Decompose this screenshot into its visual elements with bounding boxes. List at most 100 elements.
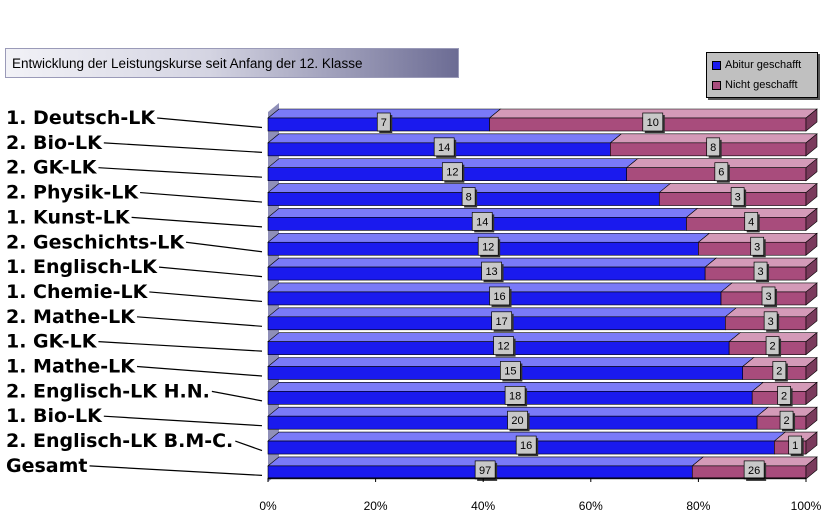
legend-item-nicht: Nicht geschafft bbox=[712, 79, 798, 91]
category-label: 1. Mathe-LK bbox=[6, 356, 136, 378]
value-label-nicht-box bbox=[788, 435, 803, 455]
value-label-nicht-box bbox=[730, 187, 745, 206]
value-label-abitur-box bbox=[481, 261, 502, 281]
bar-end-nicht bbox=[805, 108, 818, 132]
value-label-nicht: 2 bbox=[770, 341, 776, 353]
value-label-nicht: 1 bbox=[792, 440, 798, 452]
leader-line bbox=[136, 365, 263, 377]
chart-title-box: Entwicklung der Leistungskurse seit Anfa… bbox=[5, 48, 459, 78]
value-label-nicht: 3 bbox=[758, 266, 764, 278]
x-tick-label: 100% bbox=[791, 499, 822, 513]
bar-end-nicht bbox=[805, 307, 818, 331]
category-label: 2. Mathe-LK bbox=[6, 306, 136, 328]
value-label-abitur: 7 bbox=[381, 117, 387, 129]
x-tick-label: 20% bbox=[364, 499, 388, 513]
value-label-abitur-box bbox=[515, 435, 537, 455]
bar-end-nicht bbox=[805, 381, 818, 405]
value-label-abitur: 8 bbox=[466, 192, 472, 204]
x-tick-label: 0% bbox=[259, 499, 277, 513]
value-label-abitur: 14 bbox=[476, 216, 488, 228]
leader-line bbox=[185, 241, 263, 253]
bar-row: 8 3 2. Physik-LK bbox=[6, 182, 818, 208]
leader-line bbox=[103, 142, 263, 153]
legend-label-abitur: Abitur geschafft bbox=[725, 59, 802, 71]
bar-end-nicht bbox=[805, 356, 818, 381]
bar-row: 18 2 2. Englisch-LK H.N. bbox=[6, 380, 818, 407]
bar-row: 16 3 1. Chemie-LK bbox=[6, 281, 818, 307]
bar-row: 12 6 2. GK-LK bbox=[6, 157, 818, 183]
bar-end-nicht bbox=[805, 232, 818, 256]
bar-row: 20 2 1. Bio-LK bbox=[6, 405, 818, 432]
category-label: 1. Kunst-LK bbox=[6, 206, 131, 228]
bar-row: 17 3 2. Mathe-LK bbox=[6, 306, 818, 332]
legend-swatch-nicht bbox=[712, 80, 721, 90]
category-label: 1. Bio-LK bbox=[6, 405, 103, 427]
leader-line bbox=[103, 415, 263, 427]
value-label-abitur-box bbox=[376, 112, 391, 132]
value-label-nicht-box bbox=[750, 236, 765, 256]
leader-line bbox=[149, 291, 263, 303]
bar-end-nicht bbox=[805, 182, 818, 207]
category-label: 1. Deutsch-LK bbox=[6, 107, 156, 129]
bar-end-nicht bbox=[805, 431, 818, 455]
x-tick-label: 60% bbox=[579, 499, 603, 513]
category-label: 2. Englisch-LK B.M-C. bbox=[6, 430, 233, 452]
value-label-nicht-box bbox=[763, 311, 778, 331]
value-label-nicht: 6 bbox=[718, 167, 724, 179]
value-label-nicht: 2 bbox=[781, 390, 787, 402]
bar-row: 14 4 1. Kunst-LK bbox=[6, 206, 818, 233]
bar-row: 7 10 1. Deutsch-LK bbox=[6, 107, 818, 133]
value-label-nicht-box bbox=[761, 286, 776, 306]
value-label-nicht-box bbox=[765, 336, 780, 355]
value-label-abitur-box bbox=[433, 137, 455, 157]
value-label-nicht-box bbox=[744, 212, 759, 231]
category-label: 1. Englisch-LK bbox=[6, 256, 158, 278]
legend-swatch-abitur bbox=[712, 60, 721, 70]
value-label-nicht: 26 bbox=[748, 465, 760, 477]
category-label: 2. GK-LK bbox=[6, 157, 98, 179]
x-tick-label: 80% bbox=[686, 499, 710, 513]
value-label-abitur: 15 bbox=[504, 366, 516, 378]
value-label-nicht: 8 bbox=[710, 142, 716, 154]
value-label-abitur: 12 bbox=[482, 241, 494, 253]
bar-end-nicht bbox=[805, 207, 818, 232]
value-label-nicht: 3 bbox=[765, 291, 771, 303]
value-label-nicht: 10 bbox=[647, 117, 659, 129]
value-label-nicht-box bbox=[743, 460, 765, 480]
value-label-abitur: 20 bbox=[511, 415, 523, 427]
value-label-abitur-box bbox=[489, 286, 510, 306]
value-label-nicht-box bbox=[642, 112, 664, 132]
value-label-abitur-box bbox=[504, 386, 526, 405]
value-label-nicht: 2 bbox=[776, 366, 782, 378]
bar-row: 13 3 1. Englisch-LK bbox=[6, 256, 818, 283]
value-label-nicht: 4 bbox=[748, 216, 754, 228]
leader-line bbox=[98, 167, 263, 178]
value-label-nicht-box bbox=[779, 410, 794, 430]
value-label-nicht-box bbox=[753, 261, 768, 281]
value-label-abitur-box bbox=[461, 187, 476, 206]
bar-row: 16 1 2. Englisch-LK B.M-C. bbox=[6, 430, 818, 457]
category-label: 2. Englisch-LK H.N. bbox=[6, 380, 210, 402]
bar-end-nicht bbox=[805, 282, 818, 306]
bar-end-nicht bbox=[805, 257, 818, 281]
value-label-abitur-box bbox=[491, 311, 512, 331]
value-label-nicht: 3 bbox=[768, 316, 774, 328]
category-label: 1. GK-LK bbox=[6, 331, 98, 353]
bar-end-nicht bbox=[805, 158, 818, 182]
bar-row: 12 3 2. Geschichts-LK bbox=[6, 231, 818, 258]
bar-row: 14 8 2. Bio-LK bbox=[6, 132, 818, 158]
value-label-abitur-box bbox=[474, 460, 496, 480]
value-label-abitur: 16 bbox=[520, 440, 532, 452]
value-label-abitur: 97 bbox=[479, 465, 491, 477]
leader-line bbox=[211, 390, 263, 402]
bar-end-nicht bbox=[805, 456, 818, 480]
value-label-nicht: 3 bbox=[735, 192, 741, 204]
value-label-nicht-box bbox=[714, 162, 729, 182]
leader-line bbox=[136, 316, 263, 327]
value-label-nicht-box bbox=[777, 386, 791, 405]
legend-item-abitur: Abitur geschafft bbox=[712, 59, 801, 71]
category-label: Gesamt bbox=[6, 455, 88, 477]
x-tick-label: 40% bbox=[471, 499, 495, 513]
bar-end-nicht bbox=[805, 406, 818, 430]
value-label-abitur-box bbox=[507, 410, 528, 430]
